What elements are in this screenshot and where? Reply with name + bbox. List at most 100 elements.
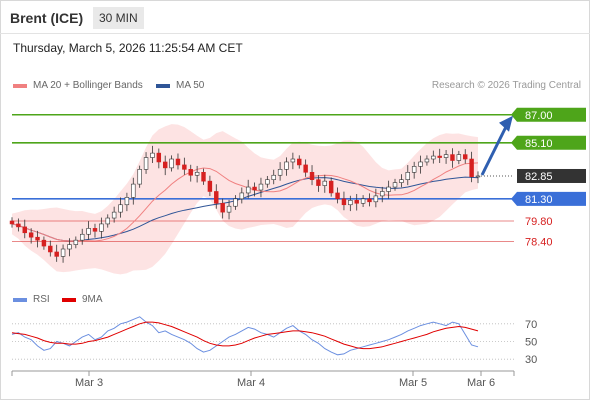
candle: [99, 223, 104, 232]
candle: [367, 198, 372, 203]
candle: [265, 179, 270, 185]
candle: [35, 236, 40, 241]
candle: [252, 186, 257, 191]
legend-ma50: MA 50: [156, 80, 204, 91]
candle: [341, 198, 347, 206]
rsi-ma-swatch: [62, 297, 76, 302]
candle: [131, 183, 136, 198]
candle: [67, 244, 72, 250]
level-label-3: 81.30: [525, 194, 553, 206]
instrument-title: Brent (ICE): [10, 10, 84, 26]
candle: [137, 169, 142, 185]
candle: [392, 182, 398, 188]
candle: [360, 198, 366, 204]
rsi-tick-label: 30: [525, 354, 537, 366]
rsi-tick-label: 70: [525, 319, 537, 331]
legend-rsi-ma: 9MA: [62, 294, 103, 305]
timeframe-badge[interactable]: 30 MIN: [93, 7, 144, 29]
x-label-mar6: Mar 6: [466, 377, 496, 389]
candle: [188, 169, 193, 176]
candle: [9, 220, 15, 225]
rsi-swatch: [13, 297, 27, 302]
candle: [162, 161, 168, 169]
candle: [284, 161, 289, 170]
candle: [182, 164, 187, 170]
candle: [303, 164, 308, 173]
x-label-mar4: Mar 4: [236, 377, 266, 389]
candle: [245, 186, 251, 194]
candle: [316, 179, 321, 186]
level-tag-1: [511, 135, 586, 150]
candle: [28, 232, 34, 238]
candle: [431, 155, 436, 160]
candle: [277, 169, 283, 176]
legend-ma20: MA 20 + Bollinger Bands: [13, 80, 143, 91]
candle: [437, 155, 442, 158]
candle: [194, 171, 200, 176]
candle: [226, 205, 232, 213]
candle: [54, 251, 59, 257]
candle: [399, 179, 404, 183]
ma20-swatch: [13, 83, 27, 88]
level-tag-3: [511, 191, 586, 206]
candle: [258, 183, 264, 191]
level-label-1: 85.10: [525, 138, 553, 150]
candle: [469, 158, 474, 178]
level-label-5: 78.40: [525, 237, 553, 249]
candle: [73, 239, 79, 245]
candle: [309, 171, 315, 180]
projection-arrow: [480, 126, 508, 176]
level-tag-0: [511, 107, 586, 122]
level-label-0: 87.00: [525, 110, 553, 122]
candle: [175, 158, 181, 166]
candle: [450, 154, 455, 161]
candle: [201, 171, 206, 182]
candle: [16, 223, 21, 228]
candle: [322, 180, 328, 186]
candle: [463, 154, 468, 160]
candle: [105, 217, 110, 225]
projection-arrowhead: [499, 115, 513, 132]
candle: [386, 186, 391, 192]
candle: [143, 157, 149, 170]
candle: [271, 174, 276, 180]
candle: [354, 200, 359, 204]
candle: [60, 248, 66, 257]
candle: [328, 180, 334, 194]
candle: [156, 152, 162, 163]
ma20-label: MA 20 + Bollinger Bands: [33, 80, 143, 91]
candle: [233, 198, 238, 207]
timestamp: Thursday, March 5, 2026 11:25:54 AM CET: [13, 41, 243, 55]
candle: [118, 204, 123, 213]
candle: [207, 180, 213, 192]
x-label-mar5: Mar 5: [398, 377, 428, 389]
rsi-tick-label: 50: [525, 337, 537, 349]
candle: [80, 233, 85, 241]
candle: [239, 192, 245, 200]
candle: [150, 152, 155, 158]
level-label-2: 82.85: [525, 171, 553, 183]
header-divider: [0, 33, 590, 34]
candle: [220, 202, 225, 213]
current-price-tag: [517, 168, 586, 183]
candle: [443, 154, 449, 158]
candle: [475, 175, 481, 178]
candle: [124, 197, 130, 206]
x-label-mar3: Mar 3: [74, 377, 104, 389]
candle: [424, 158, 430, 163]
candle: [92, 228, 98, 232]
candle: [290, 158, 296, 163]
candle: [456, 154, 462, 161]
candle: [41, 239, 47, 247]
candle: [418, 161, 423, 167]
candle: [169, 158, 174, 169]
candle: [335, 192, 340, 200]
candle: [86, 228, 91, 235]
candle: [22, 226, 27, 234]
candle: [373, 195, 379, 203]
rsi-label: RSI: [33, 294, 50, 305]
rsi-line: [11, 316, 479, 356]
candle: [348, 200, 353, 206]
rsi-ma-line: [11, 321, 479, 350]
